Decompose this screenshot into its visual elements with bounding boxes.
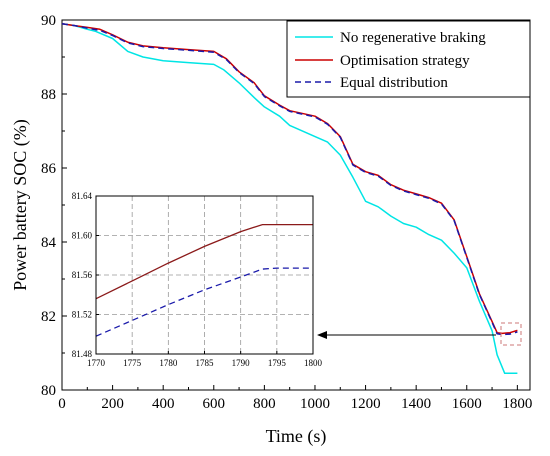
legend-box: [286, 20, 531, 98]
inset-x-tick-label-1795: 1795: [268, 358, 287, 368]
y-axis-title: Power battery SOC (%): [10, 119, 31, 290]
inset-y-tick-label-81.48: 81.48: [72, 349, 93, 359]
x-axis-title: Time (s): [266, 426, 327, 447]
x-tick-label-1600: 1600: [452, 396, 482, 412]
x-tick-label-200: 200: [101, 396, 124, 412]
x-tick-label-800: 800: [253, 396, 276, 412]
inset-x-tick-label-1800: 1800: [304, 358, 323, 368]
y-tick-label-86: 86: [41, 161, 57, 177]
inset-x-tick-label-1785: 1785: [196, 358, 215, 368]
inset-series-line-equal-distribution: [96, 267, 313, 337]
x-tick-label-400: 400: [152, 396, 175, 412]
main-series-group: [62, 22, 518, 375]
main-ticks-group: 0 200 400 600 800 1000 1200 1400 1600 1800 80 82 84 8…: [41, 13, 532, 412]
x-tick-label-1400: 1400: [401, 396, 431, 412]
y-tick-label-80: 80: [41, 383, 56, 399]
inset-x-tick-label-1770: 1770: [87, 358, 106, 368]
inset-y-tick-label-81.60: 81.60: [72, 231, 93, 241]
inset-series-group: [96, 223, 313, 337]
legend-label-no-regen: No regenerative braking: [340, 30, 486, 46]
inset-y-tick-label-81.52: 81.52: [72, 310, 92, 320]
inset-x-tick-label-1790: 1790: [232, 358, 251, 368]
legend-label-optimisation: Optimisation strategy: [340, 53, 470, 69]
x-tick-label-1000: 1000: [300, 396, 330, 412]
inset-ticks-group: 1770 1775 1780 1785 1790 1795 1800 81.48 81.52 81…: [72, 191, 323, 368]
y-tick-label-90: 90: [41, 13, 56, 29]
y-tick-label-82: 82: [41, 309, 56, 325]
inset-y-tick-label-81.64: 81.64: [72, 191, 93, 201]
x-tick-label-0: 0: [58, 396, 66, 412]
y-tick-label-88: 88: [41, 87, 56, 103]
x-tick-label-1200: 1200: [351, 396, 381, 412]
y-tick-label-84: 84: [41, 235, 57, 251]
zoom-region-box: [500, 322, 522, 346]
inset-series-line-optimisation-strategy: [96, 223, 313, 300]
inset-y-tick-label-81.56: 81.56: [72, 270, 93, 280]
legend: No regenerative braking Optimisation str…: [286, 20, 531, 98]
x-tick-label-1800: 1800: [502, 396, 532, 412]
inset-x-tick-label-1780: 1780: [159, 358, 178, 368]
series-line-equal-distribution: [62, 22, 518, 336]
inset-x-tick-label-1775: 1775: [123, 358, 142, 368]
x-tick-label-600: 600: [203, 396, 226, 412]
series-line-no-regenerative-braking: [62, 22, 518, 375]
legend-label-equal: Equal distribution: [340, 75, 448, 91]
